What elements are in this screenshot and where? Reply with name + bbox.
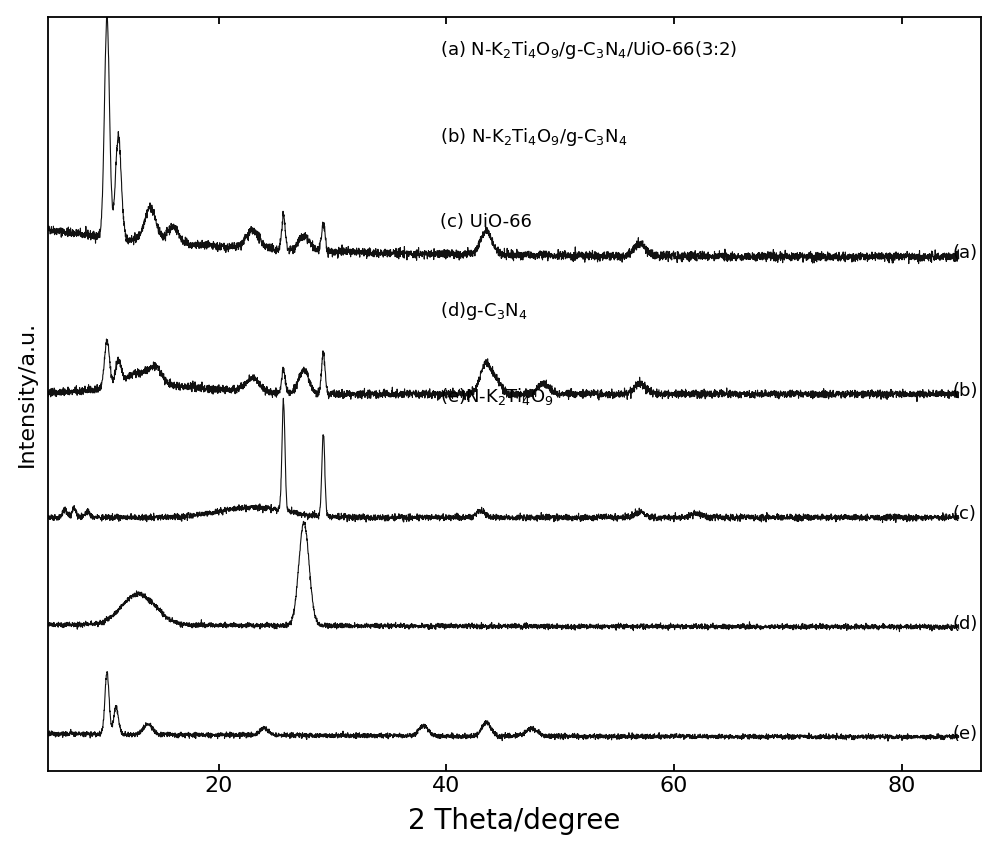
Text: (b) N-K$_2$Ti$_4$O$_9$/g-C$_3$N$_4$: (b) N-K$_2$Ti$_4$O$_9$/g-C$_3$N$_4$ [440,126,627,148]
Text: (c) UiO-66: (c) UiO-66 [440,213,532,231]
Text: (e)N-K$_2$Ti$_4$O$_9$: (e)N-K$_2$Ti$_4$O$_9$ [440,387,554,407]
Y-axis label: Intensity/a.u.: Intensity/a.u. [17,321,37,467]
Text: (b): (b) [953,382,978,400]
Text: (c): (c) [953,505,977,523]
X-axis label: 2 Theta/degree: 2 Theta/degree [408,808,621,835]
Text: (d)g-C$_3$N$_4$: (d)g-C$_3$N$_4$ [440,300,527,322]
Text: (d): (d) [953,615,978,633]
Text: (a): (a) [953,245,978,262]
Text: (a) N-K$_2$Ti$_4$O$_9$/g-C$_3$N$_4$/UiO-66(3:2): (a) N-K$_2$Ti$_4$O$_9$/g-C$_3$N$_4$/UiO-… [440,39,737,61]
Text: (e): (e) [953,725,978,743]
